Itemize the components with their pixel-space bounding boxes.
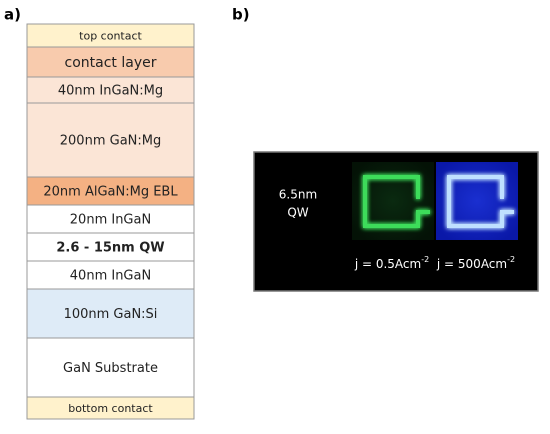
layer [26, 396, 195, 420]
layer [26, 288, 195, 339]
layer [26, 337, 195, 398]
layer-label: 40nm InGaN:Mg [58, 84, 163, 99]
emission-outline [447, 175, 514, 228]
layer [26, 102, 195, 178]
current-sup: -2 [507, 255, 515, 264]
layer-stack: top contact contact layer 40nm InGaN:Mg 200… [26, 23, 195, 420]
emission-outline [363, 175, 430, 228]
layer-label: GaN Substrate [63, 361, 158, 376]
layer-label: 2.6 - 15nm QW [56, 241, 164, 256]
layer [26, 46, 195, 78]
qw-label: 6.5nm [279, 188, 317, 202]
layer-label: bottom contact [68, 402, 153, 415]
emission-images: j = 0.5Acm-2 j = 500Acm-2 [352, 162, 518, 271]
current-label: j = 500Acm-2 [436, 255, 515, 271]
layer-label: 200nm GaN:Mg [60, 134, 161, 149]
layer-label: 20nm AlGaN:Mg EBL [43, 185, 178, 200]
current-sup: -2 [421, 255, 429, 264]
current-text: j = 0.5Acm [354, 257, 421, 271]
layer-label: 40nm InGaN [70, 269, 151, 284]
current-label: j = 0.5Acm-2 [354, 255, 429, 271]
layer-label: 20nm InGaN [70, 213, 151, 228]
current-text: j = 500Acm [436, 257, 507, 271]
panel-label: a) [4, 6, 21, 24]
layer-label: top contact [79, 30, 142, 43]
layer-label: contact layer [65, 55, 157, 71]
layer-label: 100nm GaN:Si [64, 307, 158, 322]
layer [26, 260, 195, 290]
panel-label: b) [232, 6, 250, 24]
layer [26, 76, 195, 104]
qw-label: QW [287, 206, 308, 220]
